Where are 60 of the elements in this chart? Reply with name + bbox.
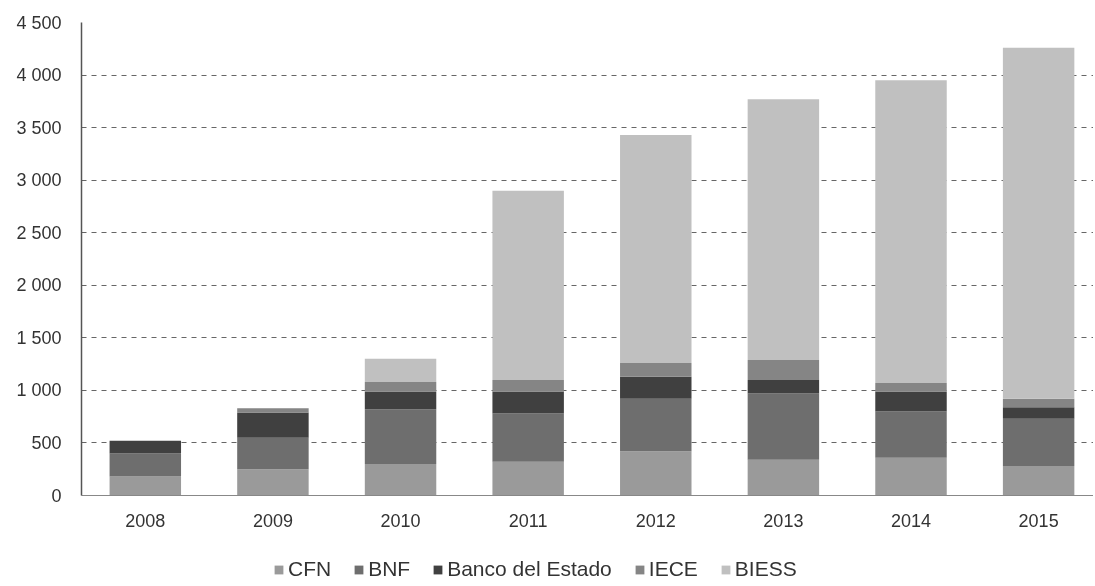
bar <box>237 469 309 496</box>
bar <box>492 379 564 392</box>
x-tick-label: 2009 <box>252 510 293 531</box>
bar <box>747 99 820 360</box>
y-tick-label: 0 <box>51 485 62 506</box>
bar <box>875 80 947 384</box>
y-tick-label: 4 000 <box>16 65 62 86</box>
bar <box>875 411 947 458</box>
bar <box>747 393 820 460</box>
x-tick-label: 2008 <box>125 510 166 531</box>
x-tick-label: 2014 <box>890 510 932 531</box>
x-tick-label: 2015 <box>1018 510 1059 531</box>
bar <box>237 437 309 470</box>
bar <box>620 376 692 399</box>
x-tick-label: 2013 <box>763 510 804 531</box>
bar <box>492 461 564 496</box>
bar <box>620 134 692 364</box>
y-tick-label: 500 <box>31 432 62 453</box>
x-tick-label: 2010 <box>380 510 421 531</box>
bar <box>1002 466 1075 496</box>
y-tick-label: 1 000 <box>16 380 62 401</box>
x-tick-label: 2011 <box>508 510 548 531</box>
y-tick-label: 3 000 <box>16 170 62 191</box>
bar <box>492 190 564 380</box>
bar <box>364 358 437 382</box>
bar <box>875 391 947 412</box>
legend-label: IECE <box>648 557 698 581</box>
bar <box>364 381 437 392</box>
bar <box>492 413 564 462</box>
y-tick-label: 3 500 <box>16 117 62 138</box>
bar <box>875 457 947 496</box>
bar <box>1002 47 1075 399</box>
legend-label: Banco del Estado <box>447 557 612 581</box>
x-tick-label: 2012 <box>635 510 676 531</box>
bar <box>747 379 820 394</box>
bar <box>364 463 437 496</box>
bar <box>492 391 564 414</box>
bar <box>1002 398 1075 408</box>
legend-label: BNF <box>368 557 411 581</box>
bar <box>747 459 820 496</box>
bar <box>620 451 692 496</box>
bar <box>620 398 692 452</box>
y-tick-label: 2 000 <box>16 275 62 296</box>
bar <box>109 440 182 454</box>
y-tick-label: 2 500 <box>16 222 62 243</box>
bar <box>620 363 692 377</box>
y-tick-label: 1 500 <box>16 327 62 348</box>
bar <box>109 453 182 477</box>
bar <box>364 391 437 410</box>
legend-label: BIESS <box>734 557 797 581</box>
y-tick-label: 4 500 <box>16 12 62 33</box>
bar <box>364 409 437 464</box>
legend-label: CFN <box>288 557 332 581</box>
bar <box>109 476 182 496</box>
bar <box>237 412 309 438</box>
bar <box>1002 418 1075 467</box>
bar <box>1002 407 1075 419</box>
bar <box>747 359 820 380</box>
bar <box>237 408 309 413</box>
bar <box>875 383 947 392</box>
